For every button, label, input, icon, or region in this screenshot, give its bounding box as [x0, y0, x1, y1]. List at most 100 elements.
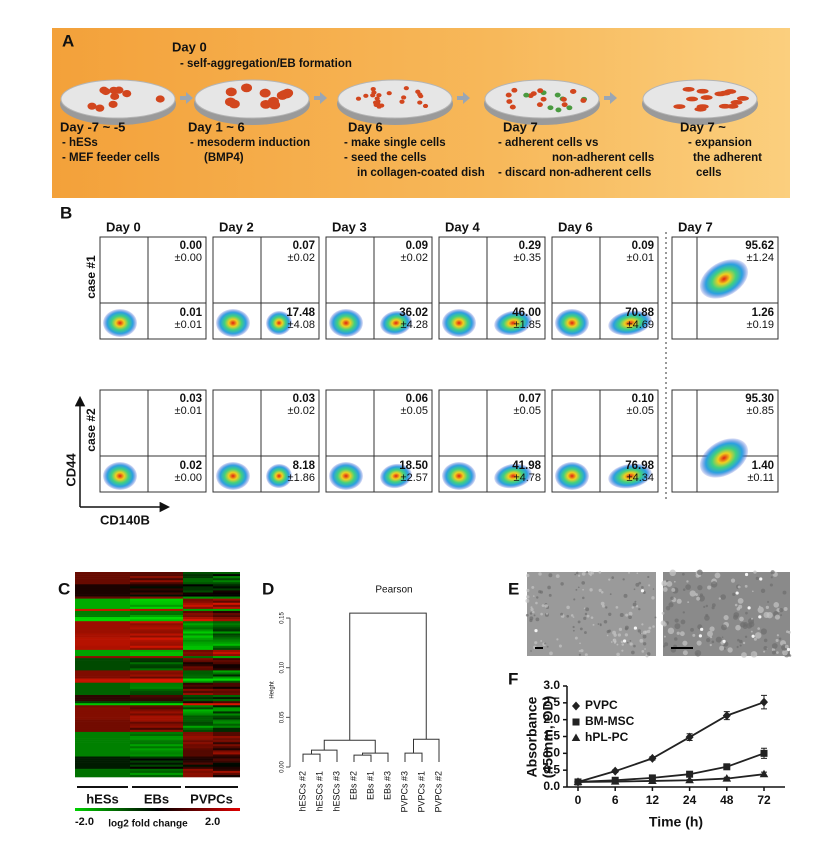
heatmap-cell [213, 705, 240, 708]
texture [727, 647, 733, 653]
heatmap-cell [130, 733, 183, 737]
texture [770, 570, 775, 575]
heatmap-cell [75, 721, 130, 724]
heatmap-cell [130, 594, 183, 597]
heatmap-cell [213, 738, 240, 741]
heatmap-cell [183, 596, 213, 599]
cell-population [555, 309, 589, 337]
y-tick-label: 0.00 [280, 761, 286, 773]
leaf-label: hESCs #1 [314, 771, 324, 812]
heatmap-cell [183, 645, 213, 649]
heatmap-cell [130, 719, 183, 722]
cell-population [699, 259, 749, 299]
heatmap-cell [75, 686, 130, 690]
heatmap-cell [213, 674, 240, 677]
heatmap-cell [75, 713, 130, 716]
upper-error: ±0.35 [514, 252, 541, 264]
heatmap-cell [130, 602, 183, 606]
texture [719, 645, 725, 651]
heatmap-cell [75, 600, 130, 604]
heatmap-cell [75, 766, 130, 770]
x-tick-label: 48 [720, 793, 734, 807]
cell [560, 96, 567, 102]
heatmap-cell [213, 717, 240, 720]
heatmap-cell [213, 608, 240, 612]
texture [547, 585, 551, 590]
cell-population [608, 463, 652, 489]
lower-value: 0.01 [180, 307, 203, 319]
heatmap-cell [75, 633, 130, 636]
cell-population [216, 309, 250, 337]
heatmap-cell [130, 674, 183, 677]
heatmap-cell [213, 764, 240, 768]
texture [654, 616, 657, 619]
heatmap-cell [183, 723, 213, 727]
heatmap-cell [183, 772, 213, 776]
texture [662, 621, 667, 627]
heatmap-cell [75, 594, 130, 597]
heatmap-cell [213, 678, 240, 681]
heatmap-cell [183, 707, 213, 710]
texture [529, 618, 533, 623]
texture [582, 588, 584, 591]
heatmap-cell [130, 727, 183, 731]
heatmap-cell [75, 690, 130, 694]
texture [525, 613, 529, 617]
cell [122, 90, 132, 98]
texture [676, 631, 680, 635]
heatmap-cell [130, 617, 183, 620]
cell [730, 99, 743, 105]
heatmap-cell [75, 645, 130, 649]
heatmap-cell [75, 613, 130, 616]
heatmap-cell [130, 627, 183, 630]
texture [682, 650, 688, 656]
heatmap-cell [183, 715, 213, 718]
upper-value: 0.29 [519, 240, 541, 252]
heatmap-cell [130, 695, 183, 698]
texture [663, 645, 666, 648]
heatmap-cell [183, 764, 213, 768]
texture [709, 626, 715, 632]
heatmap-cell [75, 764, 130, 768]
cell [403, 86, 409, 91]
heatmap-cell [75, 604, 130, 608]
texture [629, 642, 633, 646]
texture [697, 585, 703, 591]
heatmap-cell [213, 719, 240, 722]
texture [741, 652, 747, 658]
heatmap-cell [213, 727, 240, 731]
dendrogram-link [404, 752, 423, 763]
heatmap-cell [183, 621, 213, 624]
texture [616, 643, 619, 646]
heatmap-cell [213, 707, 240, 710]
upper-value: 95.62 [745, 240, 774, 252]
heatmap-cell [130, 740, 183, 743]
heatmap-cell [130, 752, 183, 755]
texture [742, 641, 746, 645]
texture [606, 630, 610, 634]
texture [639, 638, 644, 643]
texture [578, 650, 581, 653]
texture [697, 569, 703, 576]
heatmap-cell [75, 680, 130, 683]
texture [707, 585, 712, 590]
texture [583, 607, 586, 610]
heatmap-cell [130, 709, 183, 712]
texture [774, 614, 781, 620]
heatmap-cell [75, 617, 130, 620]
panel-label: F [508, 669, 518, 688]
heatmap-cell [183, 762, 213, 765]
bright-cell [633, 626, 638, 630]
texture [535, 601, 538, 605]
arrow [457, 92, 470, 104]
texture [548, 573, 553, 578]
heatmap-cell [183, 676, 213, 679]
texture [633, 588, 636, 591]
texture [628, 615, 632, 620]
y-tick-label: 0.10 [280, 661, 286, 673]
texture [589, 588, 593, 592]
step-text: cells [696, 167, 722, 179]
heatmap-cell [75, 606, 130, 610]
heatmap-cell [213, 729, 240, 733]
